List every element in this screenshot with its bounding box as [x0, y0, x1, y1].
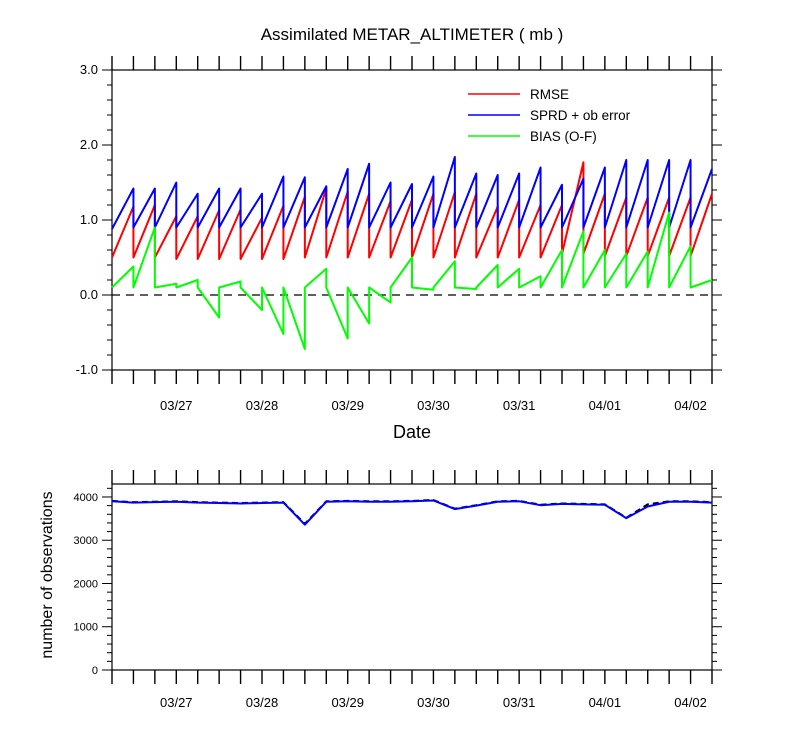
series-line-assimilated — [111, 499, 713, 526]
x-axis-label: Date — [393, 422, 431, 442]
series-line-bias-o-f — [111, 211, 713, 350]
x-tick-label: 03/28 — [246, 695, 279, 710]
x-tick-label: 04/01 — [589, 695, 622, 710]
top-plot-area: -1.0 0.0 1.0 2.0 3.0 03/27 03/28 03/29 03/30 03/3… — [76, 56, 722, 413]
legend-label: SPRD + ob error — [530, 108, 631, 123]
y-tick-label: 3.0 — [80, 62, 98, 77]
chart-title: Assimilated METAR_ALTIMETER ( mb ) — [261, 25, 564, 44]
y-tick-label: 2000 — [74, 578, 98, 590]
y-tick-label: 2.0 — [80, 137, 98, 152]
y-tick-label: -1.0 — [76, 362, 98, 377]
bottom-plot-area: 0 1000 2000 3000 4000 03/27 03/28 03/29 03/30 03/… — [74, 470, 722, 710]
y-tick-label: 1000 — [74, 622, 98, 634]
y-tick-label: 4000 — [74, 492, 98, 504]
x-tick-label: 04/02 — [674, 695, 707, 710]
x-tick-label: 03/29 — [331, 695, 364, 710]
y-tick-label: 3000 — [74, 535, 98, 547]
legend: RMSE SPRD + ob error BIAS (O-F) — [468, 87, 631, 144]
y-tick-label: 0.0 — [80, 287, 98, 302]
x-tick-label: 03/29 — [331, 398, 364, 413]
x-tick-label: 03/27 — [160, 695, 193, 710]
x-tick-label: 03/31 — [503, 398, 536, 413]
x-tick-label: 04/01 — [589, 398, 622, 413]
x-tick-label: 03/30 — [417, 398, 450, 413]
y-axis-label: number of observations — [39, 491, 56, 658]
x-tick-label: 03/27 — [160, 398, 193, 413]
plot-frame — [111, 483, 713, 671]
x-tick-label: 03/28 — [246, 398, 279, 413]
y-tick-label: 1.0 — [80, 212, 98, 227]
x-tick-label: 03/30 — [417, 695, 450, 710]
series-line-sprd-ob-error — [111, 156, 713, 230]
x-tick-label: 04/02 — [674, 398, 707, 413]
y-tick-label: 0 — [92, 665, 98, 677]
x-tick-label: 03/31 — [503, 695, 536, 710]
legend-label: BIAS (O-F) — [530, 129, 597, 144]
legend-label: RMSE — [530, 87, 569, 102]
